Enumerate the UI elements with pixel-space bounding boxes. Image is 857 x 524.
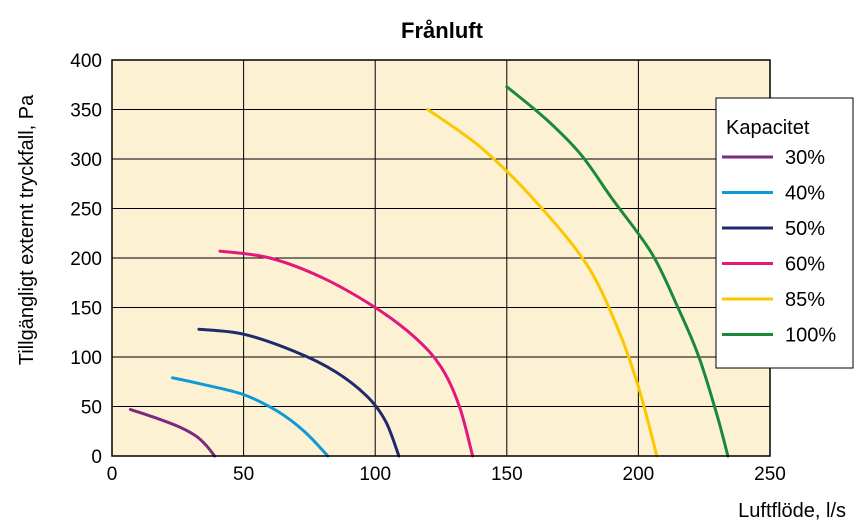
- y-tick-label: 200: [70, 249, 102, 270]
- y-tick-label: 0: [91, 447, 102, 468]
- legend-item-label: 50%: [785, 218, 825, 240]
- x-tick-label: 0: [107, 464, 118, 485]
- y-tick-label: 100: [70, 348, 102, 369]
- y-axis-label: Tillgängligt externt tryckfall, Pa: [16, 94, 38, 365]
- series-line-30pct: [128, 408, 217, 458]
- x-tick-label: 200: [623, 464, 655, 485]
- y-tick-label: 350: [70, 101, 102, 122]
- x-tick-label: 50: [233, 464, 254, 485]
- y-tick-label: 300: [70, 150, 102, 171]
- series-line-85pct: [426, 108, 659, 458]
- legend-item-label: 40%: [785, 183, 825, 205]
- series-line-60pct: [218, 249, 475, 458]
- series-lines: [128, 85, 730, 458]
- series-line-40pct: [171, 376, 330, 458]
- series-line-50pct: [197, 327, 401, 458]
- y-tick-label: 50: [81, 398, 102, 419]
- legend-item-label: 30%: [785, 147, 825, 169]
- y-tick-label: 400: [70, 51, 102, 72]
- y-tick-labels: 0 50 100 150 200 250 300 350 400: [70, 51, 102, 468]
- legend-item-label: 100%: [785, 325, 836, 347]
- x-tick-labels: 0 50 100 150 200 250: [107, 464, 786, 485]
- x-tick-label: 100: [359, 464, 391, 485]
- chart-title: Frånluft: [401, 18, 484, 43]
- legend-title: Kapacitet: [726, 117, 810, 139]
- legend-item-label: 60%: [785, 254, 825, 276]
- x-tick-label: 150: [491, 464, 523, 485]
- legend-box: [715, 97, 854, 369]
- x-tick-label: 250: [754, 464, 786, 485]
- legend: Kapacitet 30% 40% 50% 60% 85% 100%: [715, 97, 854, 369]
- x-axis-label: Luftflöde, l/s: [738, 500, 846, 522]
- y-tick-label: 250: [70, 200, 102, 221]
- legend-item-label: 85%: [785, 289, 825, 311]
- y-tick-label: 150: [70, 299, 102, 320]
- series-line-100pct: [505, 85, 730, 458]
